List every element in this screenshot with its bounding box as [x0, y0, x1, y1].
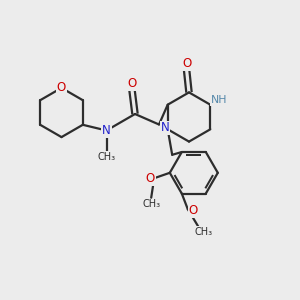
Text: O: O: [189, 204, 198, 217]
Text: O: O: [146, 172, 155, 185]
Text: O: O: [182, 57, 191, 70]
Text: O: O: [57, 81, 66, 94]
Text: CH₃: CH₃: [195, 227, 213, 237]
Text: NH: NH: [211, 95, 228, 105]
Text: O: O: [128, 77, 136, 90]
Text: CH₃: CH₃: [98, 152, 116, 162]
Text: N: N: [161, 121, 170, 134]
Text: N: N: [102, 124, 111, 137]
Text: CH₃: CH₃: [142, 199, 160, 209]
